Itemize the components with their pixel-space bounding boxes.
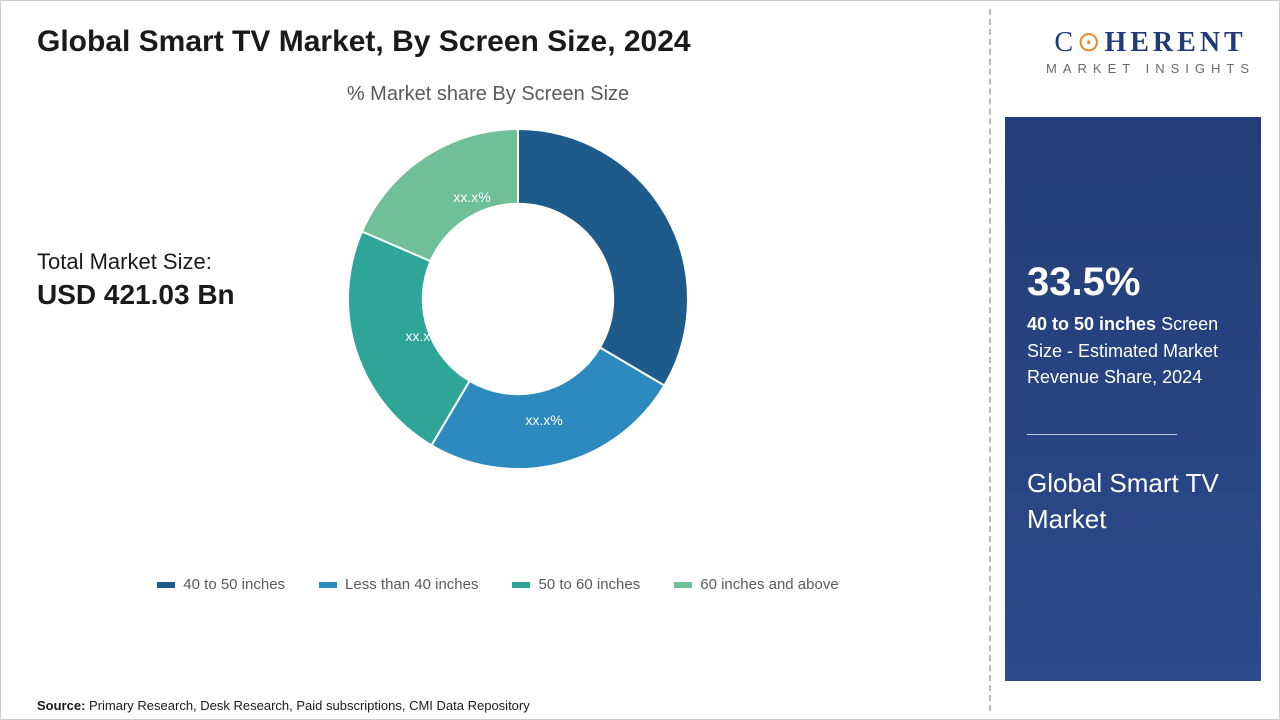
legend-swatch [157, 582, 175, 588]
legend-label: Less than 40 inches [345, 576, 478, 593]
legend-swatch [512, 582, 530, 588]
logo-line1: C⊙HERENT [1046, 25, 1255, 59]
source-text: Primary Research, Desk Research, Paid su… [89, 698, 530, 713]
legend-label: 50 to 60 inches [538, 576, 640, 593]
market-name: Global Smart TV Market [1027, 465, 1239, 538]
slice-label: xx.x% [405, 328, 442, 344]
brand-logo: C⊙HERENT MARKET INSIGHTS [1046, 25, 1255, 76]
globe-icon: ⊙ [1077, 27, 1104, 58]
legend-item: Less than 40 inches [319, 576, 478, 593]
legend: 40 to 50 inches Less than 40 inches 50 t… [37, 576, 959, 593]
donut-chart: 33.5% xx.x% xx.x% xx.x% [348, 129, 688, 469]
side-panel: C⊙HERENT MARKET INSIGHTS 33.5% 40 to 50 … [999, 1, 1279, 719]
infographic-frame: Global Smart TV Market, By Screen Size, … [0, 0, 1280, 720]
legend-item: 60 inches and above [674, 576, 838, 593]
legend-item: 40 to 50 inches [157, 576, 285, 593]
donut-slice [362, 129, 518, 261]
logo-text: C [1054, 27, 1077, 58]
source-label: Source: [37, 698, 85, 713]
legend-label: 60 inches and above [700, 576, 838, 593]
highlight-description: 40 to 50 inches Screen Size - Estimated … [1027, 311, 1239, 389]
total-market-value: USD 421.03 Bn [37, 279, 235, 311]
slice-label: xx.x% [453, 189, 490, 205]
legend-swatch [319, 582, 337, 588]
page-title: Global Smart TV Market, By Screen Size, … [37, 25, 999, 59]
highlight-panel: 33.5% 40 to 50 inches Screen Size - Esti… [1005, 117, 1261, 681]
slice-label: xx.x% [525, 412, 562, 428]
logo-line2: MARKET INSIGHTS [1046, 61, 1255, 76]
legend-swatch [674, 582, 692, 588]
donut-slice [431, 347, 664, 469]
legend-item: 50 to 60 inches [512, 576, 640, 593]
chart-title: % Market share By Screen Size [37, 83, 939, 106]
slice-label: 33.5% [566, 258, 606, 274]
vertical-divider [989, 9, 991, 711]
total-market-label: Total Market Size: [37, 249, 212, 275]
highlight-divider [1027, 434, 1177, 435]
legend-label: 40 to 50 inches [183, 576, 285, 593]
logo-text: HERENT [1104, 27, 1246, 58]
source-line: Source: Primary Research, Desk Research,… [37, 698, 530, 713]
highlight-bold: 40 to 50 inches [1027, 314, 1156, 334]
main-area: Global Smart TV Market, By Screen Size, … [1, 1, 999, 719]
chart-area: % Market share By Screen Size 33.5% xx.x%… [37, 59, 999, 619]
highlight-percent: 33.5% [1027, 260, 1239, 305]
